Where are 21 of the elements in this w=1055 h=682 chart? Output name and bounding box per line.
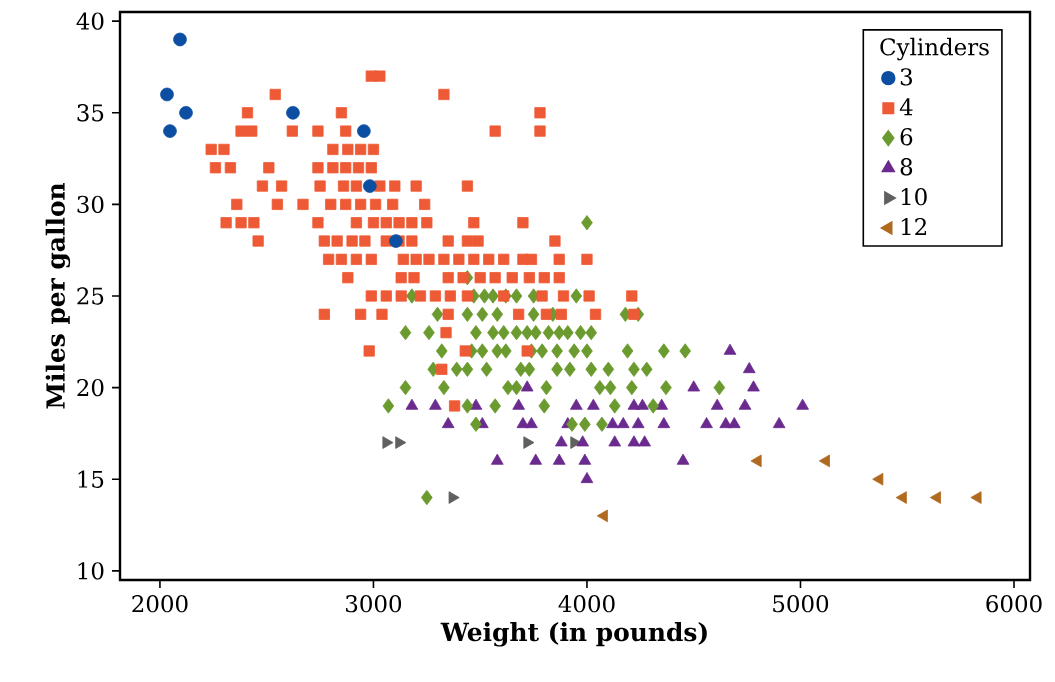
y-tick-label: 35 <box>77 104 104 122</box>
y-tick-label: 20 <box>77 378 104 397</box>
legend-label: 4 <box>899 98 913 116</box>
legend-label: 6 <box>900 128 913 146</box>
y-tick-label: 15 <box>78 470 104 488</box>
x-tick-label: 4000 <box>558 595 615 613</box>
x-tick-label: 5000 <box>773 595 829 613</box>
y-axis-title: Miles per gallon <box>45 182 71 409</box>
y-tick-label: 10 <box>78 562 104 580</box>
legend-label: 12 <box>901 218 926 236</box>
y-tick-label: 30 <box>77 195 104 214</box>
x-tick-label: 6000 <box>986 595 1042 613</box>
x-tick-label: 2000 <box>132 595 188 613</box>
legend-label: 8 <box>900 158 913 176</box>
y-tick-label: 25 <box>77 287 104 305</box>
x-tick-label: 3000 <box>346 595 402 613</box>
legend-title: Cylinders <box>880 37 989 61</box>
x-axis-title: Weight (in pounds) <box>440 622 707 647</box>
legend-label: 3 <box>900 68 912 86</box>
legend-label: 10 <box>901 188 927 206</box>
y-tick-label: 40 <box>76 12 104 30</box>
